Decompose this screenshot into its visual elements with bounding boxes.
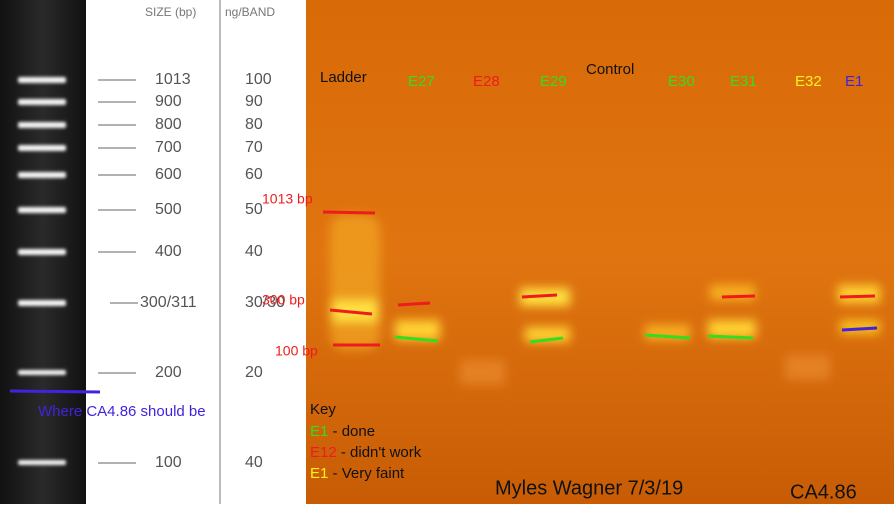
key-entry: E12 - didn't work [310,444,422,461]
size-markers: 1013 bp 300 bp 100 bp [262,191,318,359]
ng-label: 100 [245,71,272,88]
ladder-band [18,99,66,105]
ng-label: 40 [245,243,263,260]
ng-label: 20 [245,364,263,381]
sample: CA4.86 [790,481,857,503]
ladder-rows: 1013 100 900 90 800 80 700 70 600 60 500 50 400 40 300… [98,71,285,471]
ladder-band [18,300,66,306]
ladder-band [18,249,66,255]
ladder-band [18,207,66,213]
size-label: 900 [155,93,182,110]
note: Where CA4.86 should be [38,403,206,420]
lane-label: E31 [730,73,757,90]
key-code: E12 [310,444,337,461]
lane-label: Ladder [320,69,367,86]
annotation-lines [9,210,878,394]
ng-label: 30/30 [245,294,285,311]
ladder-band [18,122,66,128]
lane-label: Control [586,61,634,78]
size-label: 400 [155,243,182,260]
key-text: - Very faint [328,465,405,482]
key-title: Key [310,401,336,418]
key-entry: E1 - done [310,423,375,440]
size-label: 300/311 [140,294,197,311]
key-code: E1 [310,423,328,440]
size-label: 1013 [155,71,191,88]
key: E1 - done E12 - didn't work E1 - Very fain… [310,423,422,482]
ladder-band [18,172,66,178]
marker-label: 300 bp [262,292,305,308]
ng-label: 70 [245,139,263,156]
ladder-band [18,145,66,151]
lane-label: E32 [795,73,822,90]
header: ng/BAND [225,5,275,19]
lane-label: E30 [668,73,695,90]
author: Myles Wagner 7/3/19 [495,477,683,499]
lane-labels: Ladder E27 E28 E29 Control E30 E31 E32 E1 [320,61,863,90]
key-code: E1 [310,465,328,482]
lane-label: E27 [408,73,435,90]
ng-label: 80 [245,116,263,133]
header: SIZE (bp) [145,5,196,19]
ladder-band [18,370,66,375]
lane-label: E29 [540,73,567,90]
lane-label: E28 [473,73,500,90]
size-label: 200 [155,364,182,381]
ng-label: 90 [245,93,263,110]
size-label: 100 [155,454,182,471]
size-label: 500 [155,201,182,218]
gel-bands [330,215,880,385]
ladder-band [18,460,66,465]
ng-label: 60 [245,166,263,183]
ladder-bands [18,77,66,465]
size-label: 700 [155,139,182,156]
key-text: - didn't work [337,444,422,461]
size-label: 800 [155,116,182,133]
ng-label: 40 [245,454,263,471]
key-text: - done [328,423,375,440]
size-label: 600 [155,166,182,183]
ng-label: 50 [245,201,263,218]
marker-label: 100 bp [275,343,318,359]
ladder-band [18,77,66,83]
lane-label: E1 [845,73,863,90]
marker-label: 1013 bp [262,191,313,207]
key-entry: E1 - Very faint [310,465,405,482]
gel [306,0,894,504]
